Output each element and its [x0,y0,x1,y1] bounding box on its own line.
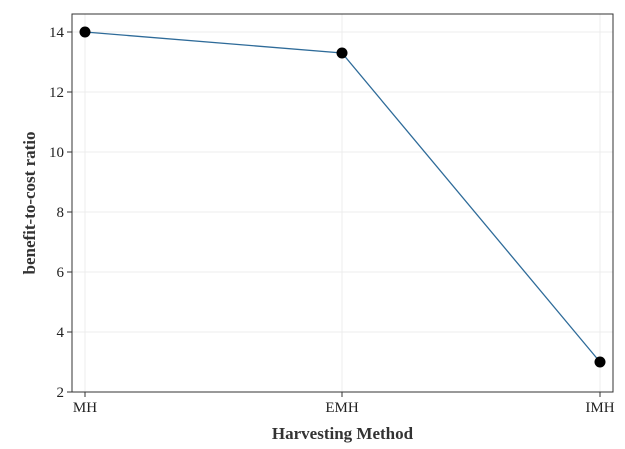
y-tick-label: 10 [49,145,64,161]
x-axis-title: Harvesting Method [272,424,414,443]
series [79,26,606,368]
y-tick-label: 8 [57,205,65,221]
x-tick-label: MH [73,400,97,416]
y-axis-title: benefit-to-cost ratio [20,131,39,274]
data-point [594,356,606,368]
y-tick-label: 12 [49,85,64,101]
grid-lines [72,14,613,393]
axis-ticks: 2 4 6 8 10 12 14 MH EMH IMH [49,25,615,416]
x-tick-label: EMH [325,400,359,416]
data-point [79,26,91,38]
y-tick-label: 6 [57,265,65,281]
x-tick-label: IMH [585,400,614,416]
data-point [336,47,348,59]
y-tick-label: 14 [49,25,65,41]
y-tick-label: 2 [57,385,65,401]
y-tick-label: 4 [57,325,65,341]
